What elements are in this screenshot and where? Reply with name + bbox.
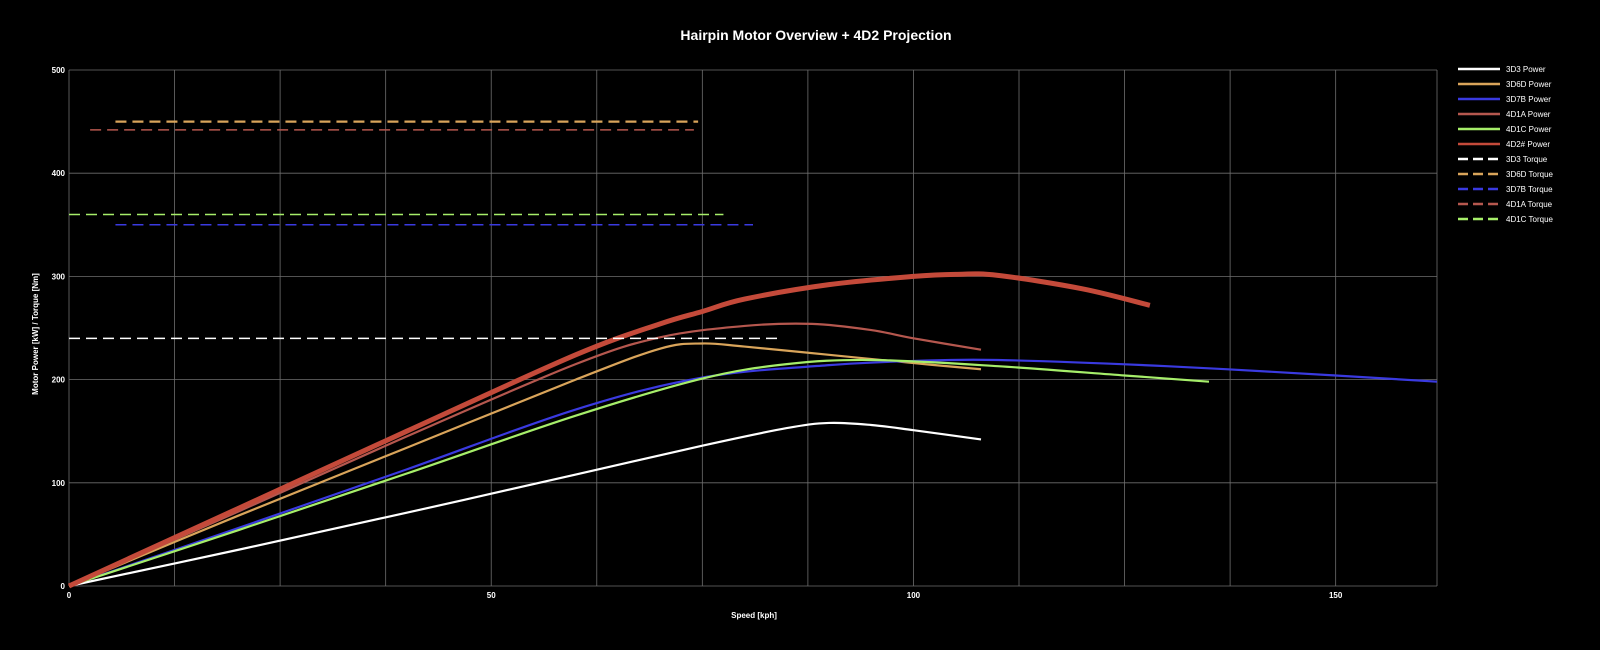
legend-entry: 3D3 Power xyxy=(1506,65,1546,74)
y-tick-label: 200 xyxy=(52,376,66,385)
x-axis-label: Speed [kph] xyxy=(731,611,777,620)
legend: 3D3 Power 3D6D Power 3D7B Power 4D1A Power 4… xyxy=(1458,65,1554,224)
y-tick-label: 100 xyxy=(52,479,66,488)
chart-title: Hairpin Motor Overview + 4D2 Projection xyxy=(680,27,951,43)
y-tick-label: 300 xyxy=(52,272,66,281)
series-4d2-power xyxy=(67,271,1151,589)
y-axis-label: Motor Power [kW] / Torque [Nm] xyxy=(31,273,40,395)
legend-entry: 4D1A Torque xyxy=(1506,200,1553,209)
x-tick-label: 150 xyxy=(1329,591,1343,600)
x-tick-label: 0 xyxy=(67,591,72,600)
legend-entry: 4D1C Power xyxy=(1506,125,1552,134)
x-tick-label: 100 xyxy=(907,591,921,600)
tick-labels: 0 50 100 150 0 100 200 300 400 500 xyxy=(52,66,1343,600)
legend-entry: 3D6D Power xyxy=(1506,80,1552,89)
legend-entry: 4D2# Power xyxy=(1506,140,1550,149)
series-layer xyxy=(67,120,1438,589)
x-tick-label: 50 xyxy=(487,591,496,600)
legend-entry: 3D7B Torque xyxy=(1506,185,1553,194)
legend-entry: 3D6D Torque xyxy=(1506,170,1554,179)
legend-entry: 4D1C Torque xyxy=(1506,215,1554,224)
y-tick-label: 0 xyxy=(61,582,66,591)
legend-entry: 3D3 Torque xyxy=(1506,155,1548,164)
legend-entry: 4D1A Power xyxy=(1506,110,1551,119)
series-4d1a-power xyxy=(68,322,982,588)
legend-entry: 3D7B Power xyxy=(1506,95,1551,104)
series-3d7b-power xyxy=(68,358,1438,588)
y-tick-label: 500 xyxy=(52,66,66,75)
grid xyxy=(68,69,1438,587)
series-4d1c-power xyxy=(68,358,1210,588)
y-tick-label: 400 xyxy=(52,169,66,178)
series-3d6d-power xyxy=(68,342,982,588)
series-3d3-power xyxy=(68,421,982,588)
